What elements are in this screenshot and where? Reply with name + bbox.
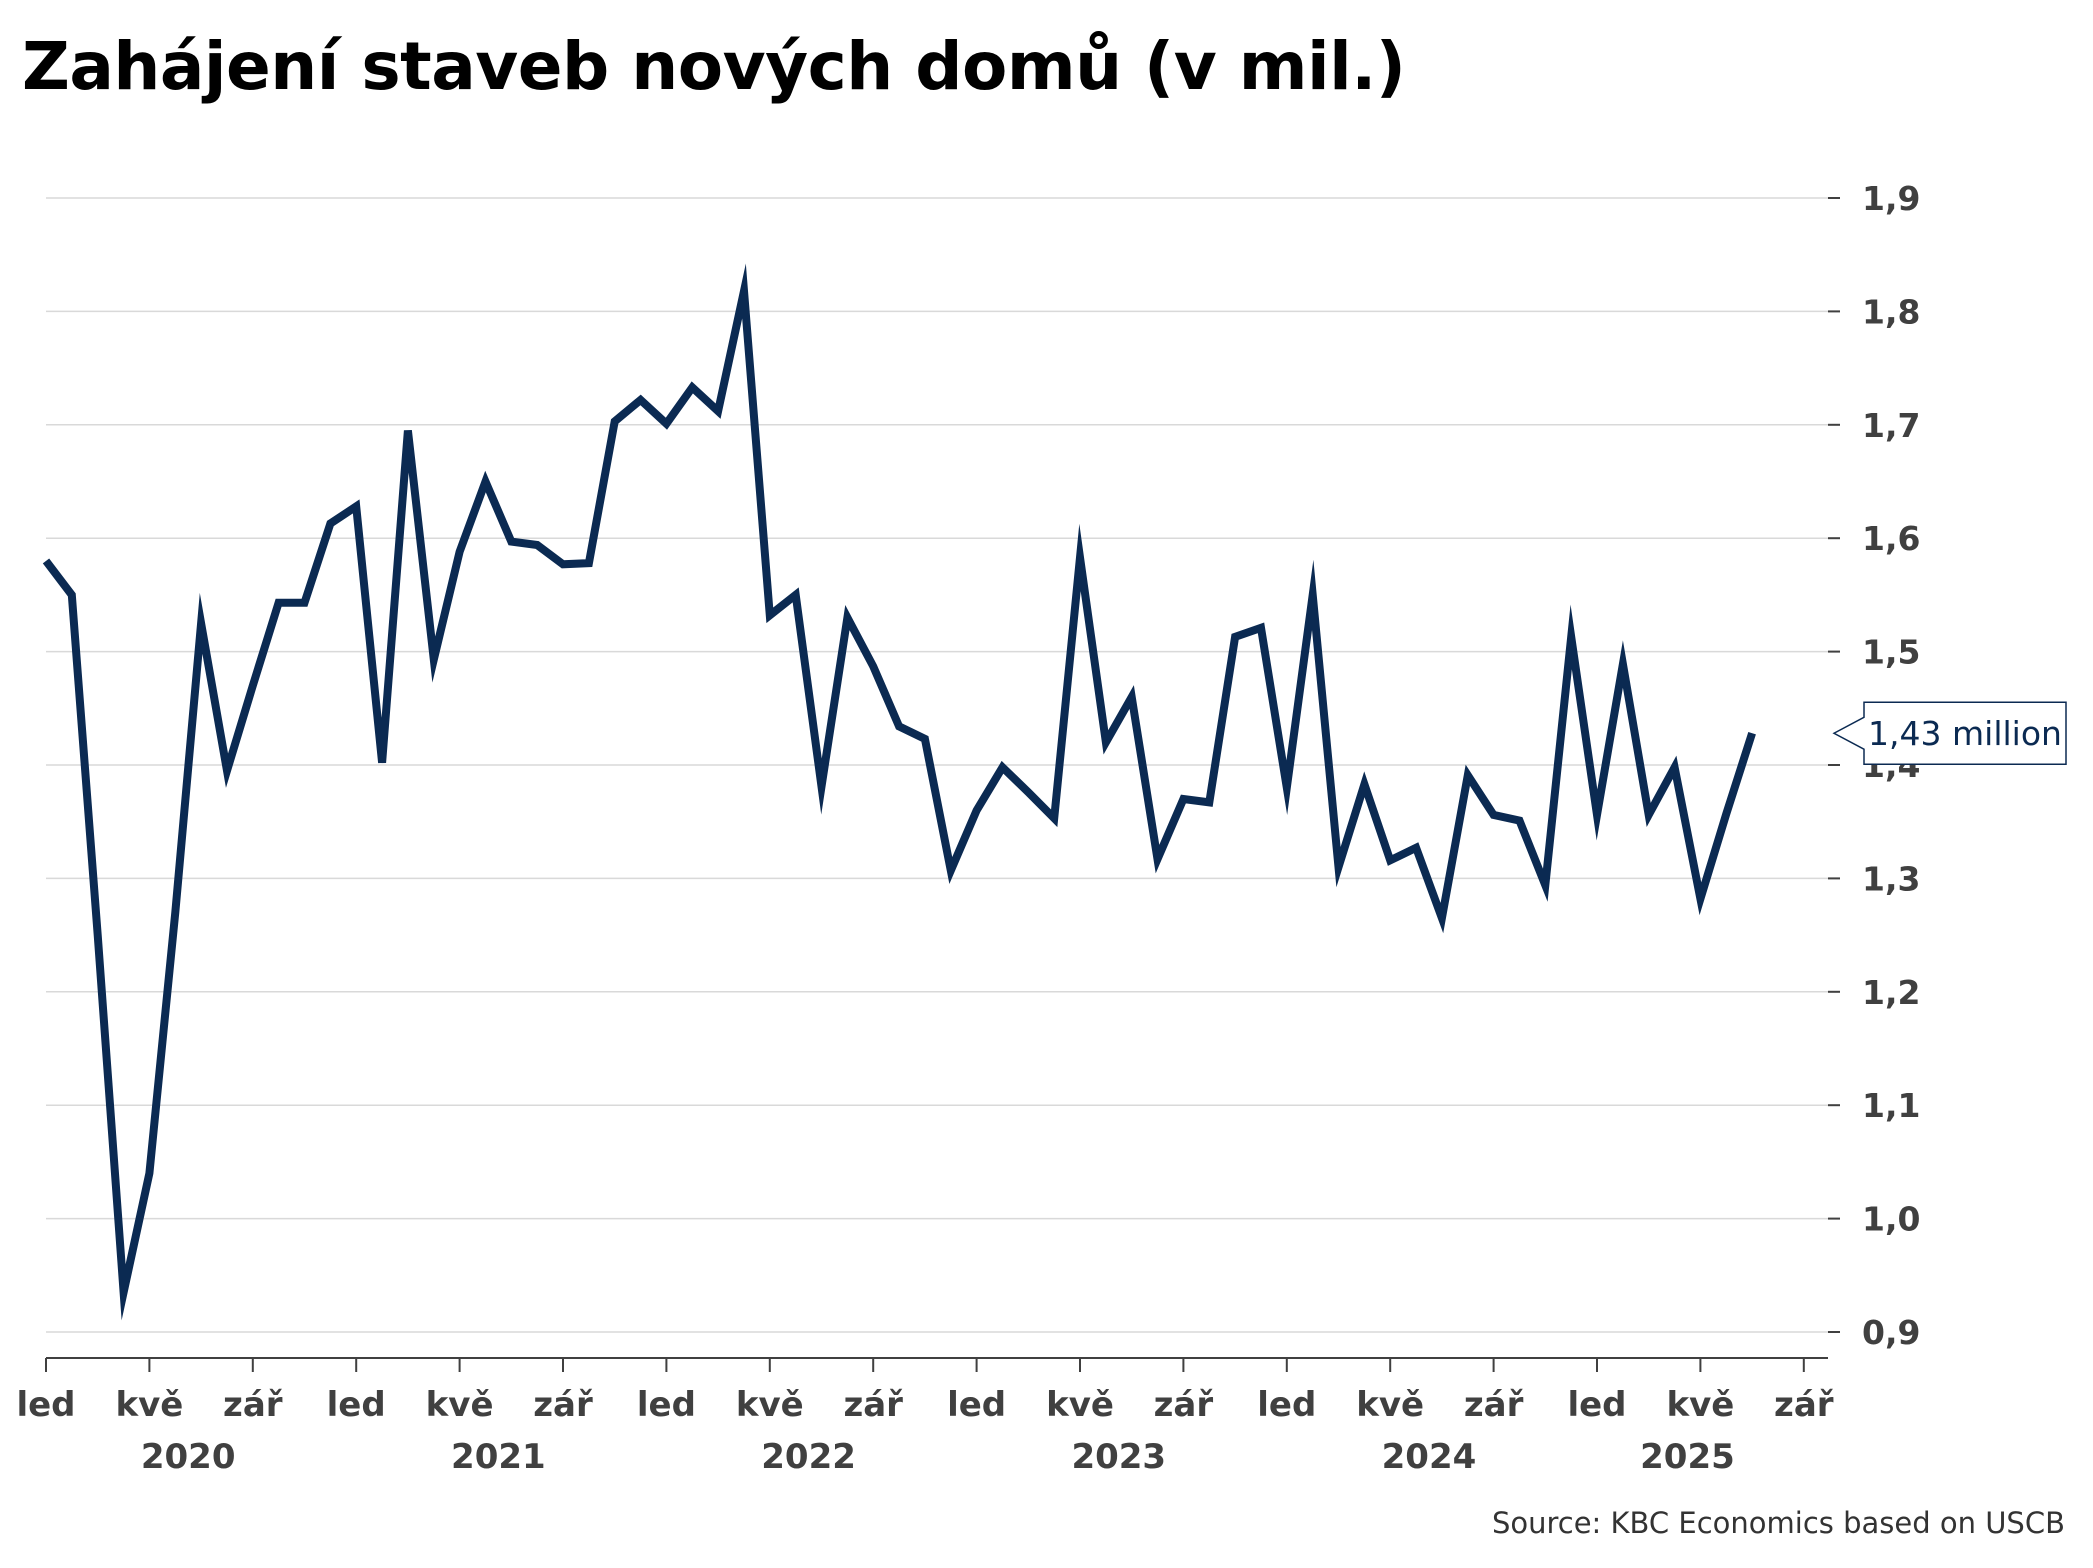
x-month-label: zář	[1154, 1385, 1214, 1425]
x-month-label: led	[16, 1385, 75, 1425]
x-month-label: led	[1567, 1385, 1626, 1425]
gridlines	[46, 197, 1828, 1333]
y-tick-label: 1,2	[1862, 973, 1920, 1012]
source-note: Source: KBC Economics based on USCB	[1491, 1506, 2065, 1540]
y-tick-label: 1,8	[1862, 292, 1920, 331]
x-month-label: zář	[843, 1385, 903, 1425]
last-value-callout: 1,43 million	[1832, 701, 2067, 765]
x-month-label: zář	[533, 1385, 593, 1425]
x-month-label: led	[947, 1385, 1006, 1425]
series-line	[42, 263, 1756, 1321]
callout-box	[1832, 701, 2067, 765]
x-month-label: kvě	[1666, 1385, 1734, 1425]
x-month-label: kvě	[1046, 1385, 1114, 1425]
series-layer	[42, 263, 1756, 1321]
y-tick-label: 1,1	[1862, 1086, 1920, 1125]
y-tick-label: 1,5	[1862, 633, 1920, 672]
x-month-label: zář	[1464, 1385, 1524, 1425]
x-year-label: 2021	[451, 1437, 546, 1477]
x-month-label: led	[327, 1385, 386, 1425]
x-year-label: 2024	[1382, 1437, 1477, 1477]
x-month-label: kvě	[1356, 1385, 1424, 1425]
x-month-label: kvě	[736, 1385, 804, 1425]
y-tick-label: 1,7	[1862, 406, 1920, 445]
y-tick-label: 1,9	[1862, 179, 1920, 218]
x-month-label: kvě	[115, 1385, 183, 1425]
x-month-label: zář	[1774, 1385, 1834, 1425]
x-year-label: 2020	[141, 1437, 236, 1477]
x-month-label: zář	[223, 1385, 283, 1425]
callout-label: 1,43 million	[1868, 714, 2062, 753]
y-tick-label: 1,0	[1862, 1200, 1920, 1239]
x-month-label: led	[1257, 1385, 1316, 1425]
x-month-label: kvě	[426, 1385, 494, 1425]
y-tick-label: 1,6	[1862, 519, 1920, 558]
y-axis-ticks: 0,91,01,11,21,31,41,51,61,71,81,9	[1828, 179, 1920, 1352]
x-month-label: led	[637, 1385, 696, 1425]
x-year-label: 2025	[1640, 1437, 1735, 1477]
x-year-label: 2023	[1071, 1437, 1166, 1477]
y-tick-label: 1,3	[1862, 859, 1920, 898]
x-year-label: 2022	[761, 1437, 856, 1477]
chart-title: Zahájení staveb nových domů (v mil.)	[22, 28, 1406, 105]
y-tick-label: 0,9	[1862, 1313, 1920, 1352]
x-axis-ticks: led kvě zář led kvě zář led kvě zář led kvě zář led k…	[16, 1358, 1834, 1477]
